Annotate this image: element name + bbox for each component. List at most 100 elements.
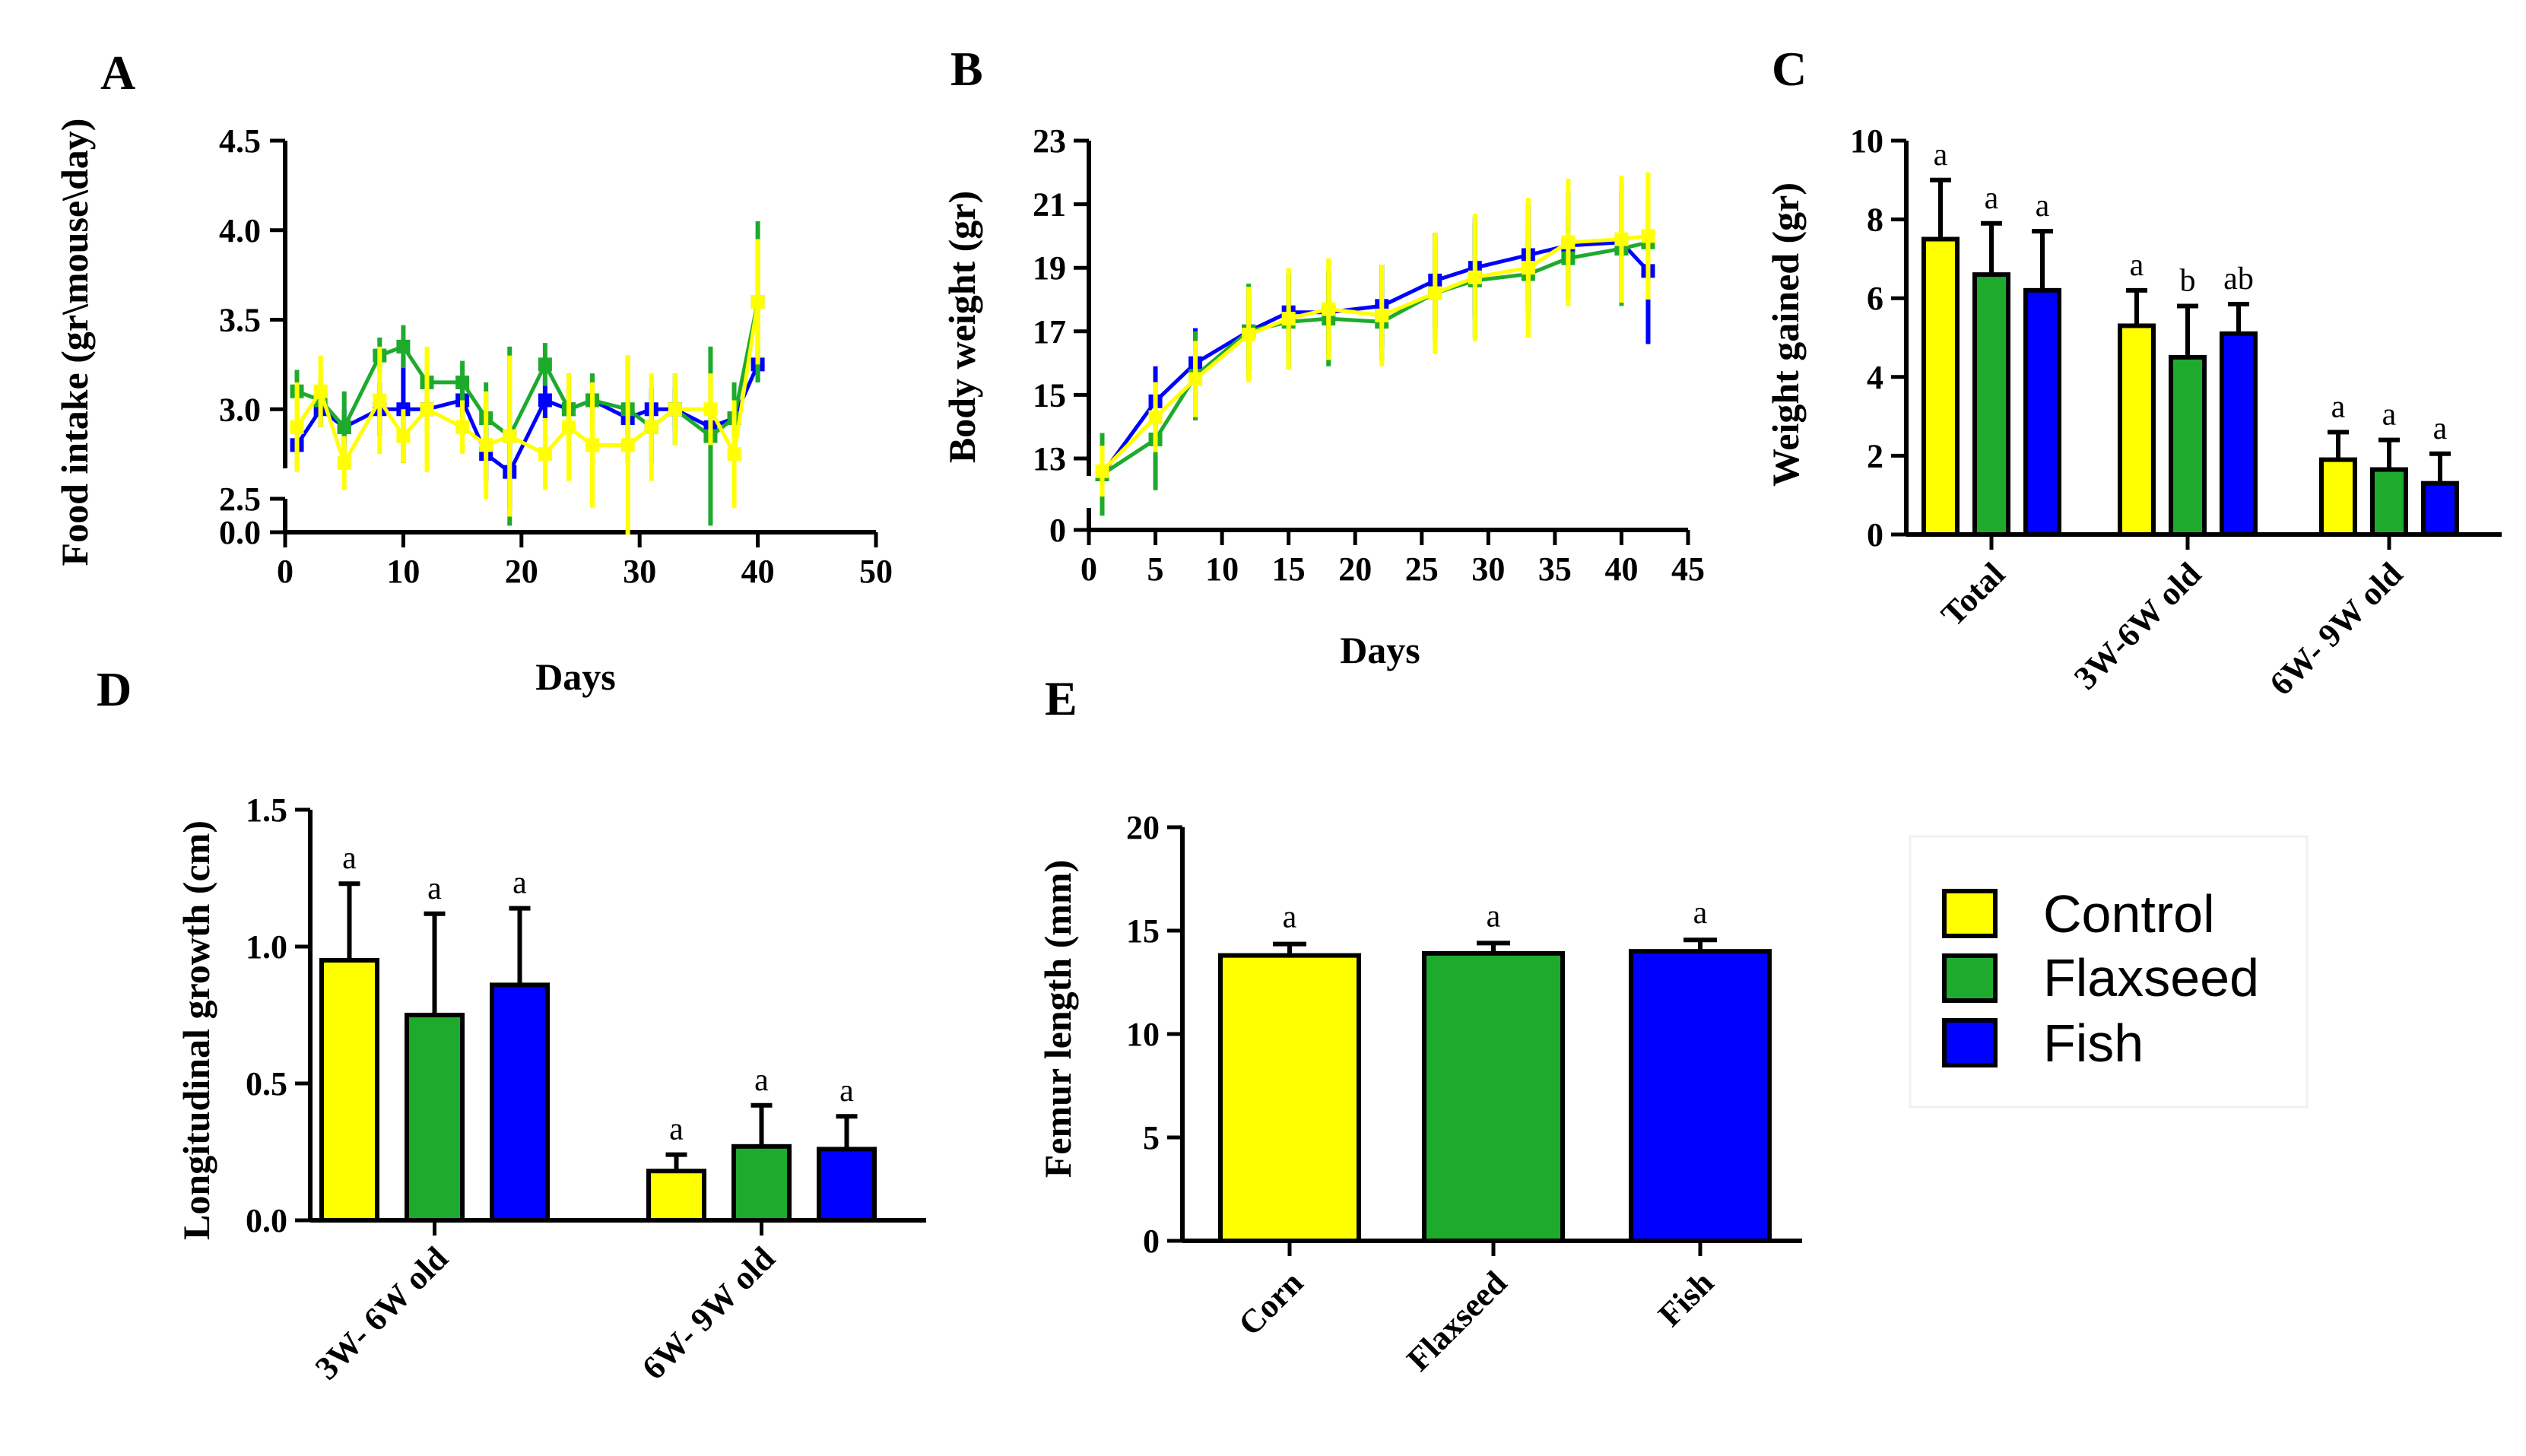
chart-c-ytick-label: 0 bbox=[1867, 516, 1883, 554]
chart-b-ytick-label: 17 bbox=[1033, 313, 1066, 351]
chart-b-xtick-label: 15 bbox=[1272, 550, 1306, 588]
chart-c-sig-label-control: a bbox=[2130, 248, 2144, 283]
chart-a-point-control bbox=[751, 294, 765, 309]
chart-b-xlabel: Days bbox=[1340, 629, 1420, 671]
chart-b-xtick-label: 35 bbox=[1538, 550, 1572, 588]
chart-e-ytick-label: 0 bbox=[1143, 1223, 1160, 1260]
chart-a-ylabel: Food intake (gr\mouse\day) bbox=[53, 119, 96, 566]
chart-e-bar-corn bbox=[1218, 953, 1361, 1243]
chart-a-ytick-label: 2.5 bbox=[219, 481, 261, 518]
chart-c-bar-fish bbox=[2220, 331, 2258, 537]
chart-c-bar-flaxseed bbox=[2370, 467, 2408, 538]
panel-letter-c: C bbox=[1772, 42, 1807, 96]
chart-c-ylabel: Weight gained (gr) bbox=[1764, 182, 1807, 487]
chart-b-xtick-label: 5 bbox=[1147, 550, 1164, 588]
legend-frame bbox=[1909, 835, 2309, 1109]
chart-a-point-control bbox=[703, 402, 718, 417]
chart-b-xtick-label: 20 bbox=[1338, 550, 1372, 588]
chart-a-xtick-label: 40 bbox=[741, 553, 775, 590]
legend-label-control: Control bbox=[2043, 884, 2215, 944]
chart-c-bar-fish bbox=[2421, 481, 2459, 537]
chart-e-category-label: Corn bbox=[1231, 1264, 1310, 1343]
chart-e-ytick-label: 20 bbox=[1126, 809, 1160, 846]
chart-b-point-control bbox=[1614, 232, 1629, 246]
chart-a-ytick-label: 0.0 bbox=[219, 514, 261, 551]
chart-e-sig-label-corn: a bbox=[1283, 900, 1297, 935]
chart-e-femur-length: Femur length (mm) 0 5 10 15 20 a Corn a Flaxseed… bbox=[1036, 809, 1802, 1378]
chart-e-category-label: Flaxseed bbox=[1400, 1264, 1514, 1378]
chart-a-point-control bbox=[373, 393, 387, 408]
chart-c-bar-control bbox=[1921, 236, 1960, 537]
chart-b-ytick-label: 13 bbox=[1033, 440, 1066, 477]
chart-b-point-control bbox=[1322, 302, 1336, 316]
chart-b-xtick-label: 0 bbox=[1081, 550, 1097, 588]
chart-b-point-control bbox=[1468, 270, 1482, 284]
legend-swatch-flaxseed bbox=[1942, 953, 1998, 1003]
chart-b-point-control bbox=[1521, 261, 1535, 275]
legend-label-flaxseed: Flaxseed bbox=[2043, 948, 2259, 1007]
chart-a-point-flaxseed bbox=[396, 339, 411, 354]
chart-c-ytick-label: 4 bbox=[1867, 359, 1883, 396]
chart-c-bar-control bbox=[2118, 323, 2156, 537]
chart-c-ytick-label: 6 bbox=[1867, 280, 1883, 317]
chart-a-xtick-label: 20 bbox=[505, 553, 538, 590]
chart-a-axis-break bbox=[274, 468, 296, 499]
legend-label-fish: Fish bbox=[2043, 1013, 2144, 1073]
chart-e-sig-label-flaxseed: a bbox=[1487, 899, 1501, 934]
chart-d-bar-fish bbox=[490, 982, 550, 1223]
chart-d-bar-fish bbox=[817, 1147, 877, 1223]
chart-b-ytick-label: 21 bbox=[1033, 186, 1066, 224]
chart-b-ytick-label: 19 bbox=[1033, 249, 1066, 287]
chart-c-sig-label-control: a bbox=[1934, 138, 1948, 173]
chart-d-sig-label-fish: a bbox=[839, 1074, 854, 1109]
chart-d-bar-flaxseed bbox=[405, 1013, 465, 1223]
chart-e-ylabel: Femur length (mm) bbox=[1036, 860, 1079, 1178]
chart-c-sig-label-fish: a bbox=[2433, 411, 2448, 446]
chart-c-ytick-label: 10 bbox=[1850, 122, 1883, 160]
chart-d-category-label: 3W- 6W old bbox=[308, 1239, 455, 1387]
chart-a-point-control bbox=[337, 455, 351, 470]
chart-b-xtick-label: 30 bbox=[1471, 550, 1505, 588]
chart-a-xtick-label: 30 bbox=[623, 553, 656, 590]
chart-a-xtick-label: 10 bbox=[386, 553, 420, 590]
chart-c-sig-label-fish: ab bbox=[2223, 262, 2254, 297]
chart-a-point-flaxseed bbox=[538, 357, 552, 372]
chart-c-sig-label-control: a bbox=[2331, 389, 2346, 424]
chart-c-bar-flaxseed bbox=[1972, 272, 2010, 537]
chart-a-point-control bbox=[503, 429, 517, 443]
chart-e-ytick-label: 5 bbox=[1143, 1119, 1160, 1156]
chart-b-point-control bbox=[1242, 327, 1256, 341]
chart-c-sig-label-flaxseed: a bbox=[1985, 181, 1999, 216]
chart-c-bar-fish bbox=[2023, 287, 2061, 537]
chart-c-ytick-label: 2 bbox=[1867, 437, 1883, 474]
chart-a-point-control bbox=[455, 420, 470, 434]
chart-d-ytick-label: 0.5 bbox=[246, 1065, 287, 1102]
chart-a-point-control bbox=[585, 438, 600, 452]
chart-e-bar-flaxseed bbox=[1422, 950, 1565, 1244]
chart-b-point-control bbox=[1561, 235, 1576, 249]
chart-c-bar-flaxseed bbox=[2169, 354, 2207, 537]
chart-b-ytick-label: 23 bbox=[1033, 122, 1066, 160]
chart-d-bar-control bbox=[646, 1169, 706, 1223]
chart-d-category-label: 6W- 9W old bbox=[635, 1239, 782, 1387]
chart-c-ytick-label: 8 bbox=[1867, 201, 1883, 239]
chart-b-point-control bbox=[1375, 308, 1389, 322]
chart-c-category-label: 3W-6W old bbox=[2067, 555, 2208, 696]
chart-d-sig-label-fish: a bbox=[512, 866, 527, 901]
chart-e-ytick-label: 10 bbox=[1126, 1016, 1160, 1053]
chart-e-category-label: Fish bbox=[1651, 1264, 1721, 1334]
chart-a-point-control bbox=[561, 420, 576, 434]
chart-d-sig-label-flaxseed: a bbox=[754, 1063, 769, 1098]
chart-a-xlabel: Days bbox=[535, 655, 616, 698]
panel-letter-e: E bbox=[1045, 671, 1077, 725]
panel-letter-d: D bbox=[97, 662, 132, 716]
chart-a-point-control bbox=[313, 384, 328, 398]
chart-b-ytick-label: 15 bbox=[1033, 376, 1066, 414]
panel-letter-b: B bbox=[950, 42, 983, 96]
chart-b-xtick-label: 25 bbox=[1405, 550, 1439, 588]
chart-a-xtick-label: 50 bbox=[859, 553, 893, 590]
chart-d-sig-label-flaxseed: a bbox=[427, 871, 442, 906]
chart-c-category-label: Total bbox=[1934, 555, 2012, 633]
chart-d-ytick-label: 1.5 bbox=[246, 791, 287, 829]
